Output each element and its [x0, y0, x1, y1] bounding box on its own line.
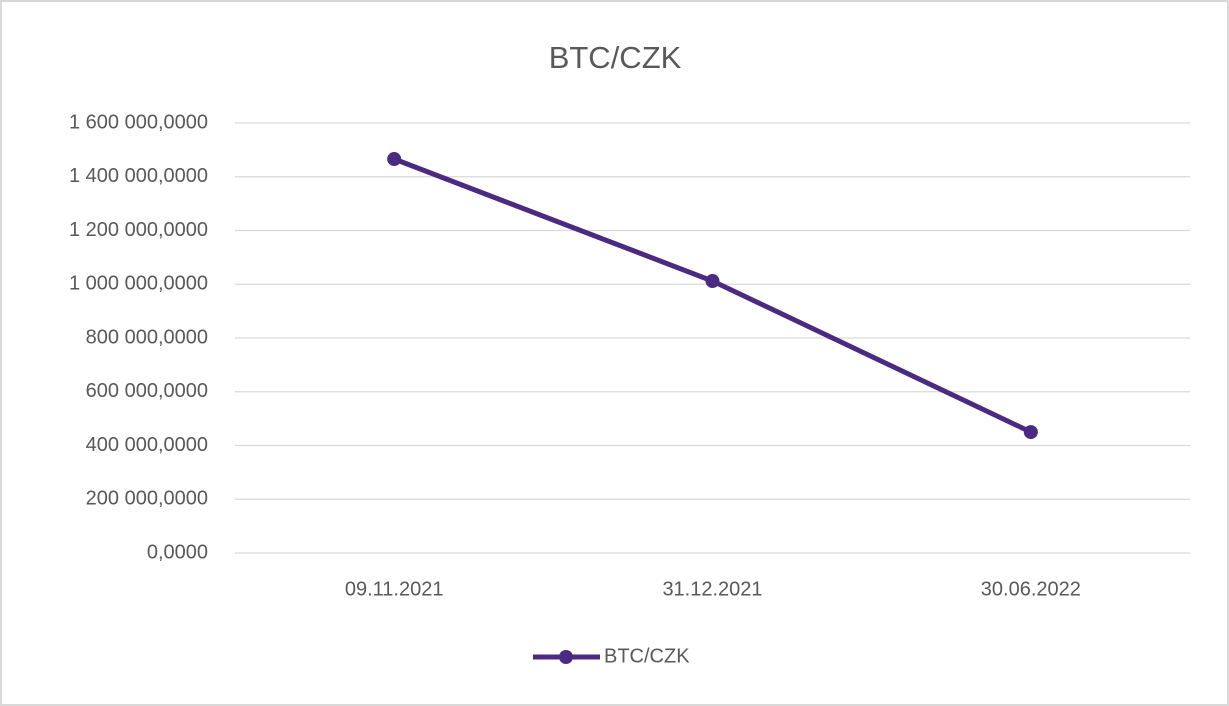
x-tick-label: 31.12.2021 [662, 578, 762, 600]
y-tick-label: 1 600 000,0000 [69, 111, 208, 133]
y-tick-label: 1 200 000,0000 [69, 219, 208, 241]
x-tick-label: 30.06.2022 [981, 578, 1081, 600]
y-tick-label: 1 000 000,0000 [69, 273, 208, 295]
y-tick-label: 600 000,0000 [86, 380, 208, 402]
data-point [387, 152, 402, 167]
data-point [1023, 425, 1038, 440]
y-tick-label: 800 000,0000 [86, 326, 208, 348]
y-tick-label: 400 000,0000 [86, 434, 208, 456]
legend-marker [559, 650, 573, 664]
legend-label: BTC/CZK [604, 645, 690, 667]
y-tick-label: 1 400 000,0000 [69, 165, 208, 187]
x-tick-label: 09.11.2021 [345, 578, 444, 600]
y-tick-label: 0,0000 [147, 541, 208, 563]
data-point [705, 274, 720, 289]
chart-title: BTC/CZK [549, 40, 682, 75]
y-tick-label: 200 000,0000 [86, 488, 208, 510]
